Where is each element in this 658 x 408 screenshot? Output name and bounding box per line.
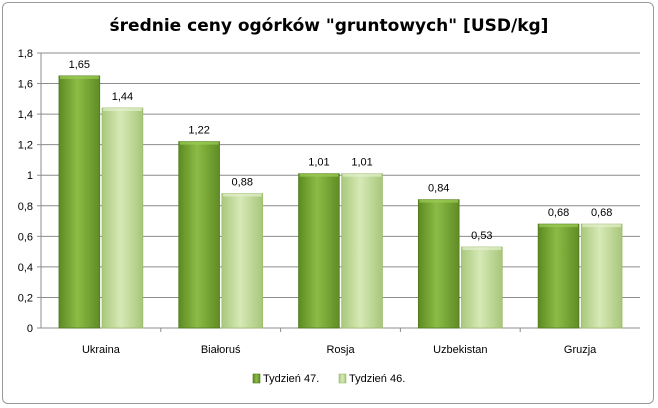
bar-tydzien-47-2 <box>298 173 340 329</box>
x-axis: Ukraina Białoruś Rosja Uzbekistan Gruzja <box>82 328 597 356</box>
y-tick-label: 0,8 <box>18 201 33 213</box>
y-tick-label: 1,8 <box>18 48 33 60</box>
category-label: Ukraina <box>82 344 121 356</box>
legend: Tydzień 47. Tydzień 46. <box>252 373 405 385</box>
category-label: Uzbekistan <box>433 344 487 356</box>
bar-tydzien-46-1 <box>221 193 264 329</box>
y-tick-label: 0,4 <box>18 262 33 274</box>
bar-top-highlight <box>299 173 339 177</box>
data-label: 0,53 <box>471 230 492 242</box>
data-label: 0,84 <box>428 183 449 195</box>
bar-top-highlight <box>419 199 459 203</box>
bar-top-highlight <box>179 141 219 145</box>
y-tick-label: 1,2 <box>18 140 33 152</box>
y-tick-label: 0,6 <box>18 231 33 243</box>
chart-title: średnie ceny ogórków "gruntowych" [USD/k… <box>110 16 549 36</box>
bar-tydzien-46-4 <box>580 223 623 329</box>
data-labels: 1,65 1,44 1,22 0,88 1,01 1,01 0,84 0,53 0,68 0,68 <box>69 59 613 242</box>
bar-tydzien-47-3 <box>417 199 460 329</box>
y-tick-label: 0,2 <box>18 292 33 304</box>
category-label: Rosja <box>326 344 355 356</box>
bar-top-highlight <box>342 173 382 177</box>
bar-tydzien-47-4 <box>537 223 580 329</box>
bar-tydzien-47-0 <box>58 75 101 329</box>
y-tick-label: 1,6 <box>18 79 33 91</box>
legend-label: Tydzień 47. <box>263 373 319 385</box>
data-label: 1,01 <box>351 157 372 169</box>
bar-top-highlight <box>539 224 578 228</box>
category-label: Białoruś <box>201 344 241 356</box>
bar-tydzien-47-1 <box>178 141 220 329</box>
legend-swatch-tydzien-46 <box>338 373 347 384</box>
y-tick-label: 1,4 <box>18 109 33 121</box>
legend-label: Tydzień 46. <box>349 373 405 385</box>
bar-tydzien-46-2 <box>341 173 383 329</box>
data-label: 1,22 <box>188 125 209 137</box>
data-label: 1,44 <box>112 91 133 103</box>
data-label: 1,01 <box>308 157 329 169</box>
bar-top-highlight <box>103 108 142 111</box>
data-label: 1,65 <box>69 59 90 71</box>
legend-swatch-tydzien-47 <box>252 373 261 384</box>
bar-top-highlight <box>59 75 99 79</box>
bars <box>58 75 623 329</box>
data-label: 0,68 <box>591 207 612 219</box>
data-label: 0,68 <box>548 207 569 219</box>
bar-top-highlight <box>582 224 622 228</box>
bar-tydzien-46-0 <box>101 107 144 329</box>
bar-top-highlight <box>222 193 262 197</box>
data-label: 0,88 <box>232 177 253 189</box>
bar-top-highlight <box>462 247 502 251</box>
category-label: Gruzja <box>564 344 597 356</box>
bar-tydzien-46-3 <box>461 246 503 329</box>
y-tick-label: 1 <box>27 170 33 182</box>
y-tick-label: 0 <box>27 323 33 335</box>
